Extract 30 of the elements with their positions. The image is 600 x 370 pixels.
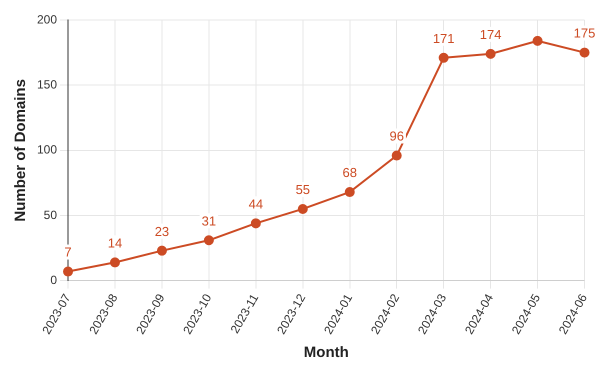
data-label: 23 bbox=[154, 224, 170, 239]
point bbox=[156, 246, 167, 256]
point bbox=[392, 150, 402, 161]
data-label: 175 bbox=[574, 26, 596, 41]
point bbox=[532, 36, 543, 46]
point bbox=[580, 48, 590, 58]
point bbox=[204, 235, 214, 246]
data-label: 7 bbox=[64, 244, 72, 260]
data-label: 171 bbox=[432, 30, 455, 46]
data-label: 68 bbox=[342, 165, 357, 180]
point bbox=[250, 218, 261, 228]
y-tick-label: 50 bbox=[44, 208, 58, 222]
data-label: 55 bbox=[296, 182, 310, 198]
data-label: 174 bbox=[480, 26, 502, 42]
data-label: 96 bbox=[389, 128, 404, 144]
data-label: 14 bbox=[108, 235, 122, 250]
data-label: 31 bbox=[202, 213, 216, 228]
point bbox=[298, 204, 308, 214]
point bbox=[110, 257, 120, 268]
x-axis-title: Month bbox=[304, 344, 349, 362]
point bbox=[486, 48, 496, 59]
y-tick-label: 200 bbox=[36, 12, 58, 26]
y-tick-label: 100 bbox=[36, 142, 58, 157]
point bbox=[63, 266, 74, 277]
data-label: 44 bbox=[248, 196, 264, 212]
y-axis-title: Number of Domains bbox=[12, 79, 30, 222]
point bbox=[438, 52, 449, 63]
y-tick-label: 0 bbox=[50, 272, 58, 287]
y-tick-label: 150 bbox=[36, 77, 58, 92]
point bbox=[344, 187, 355, 198]
